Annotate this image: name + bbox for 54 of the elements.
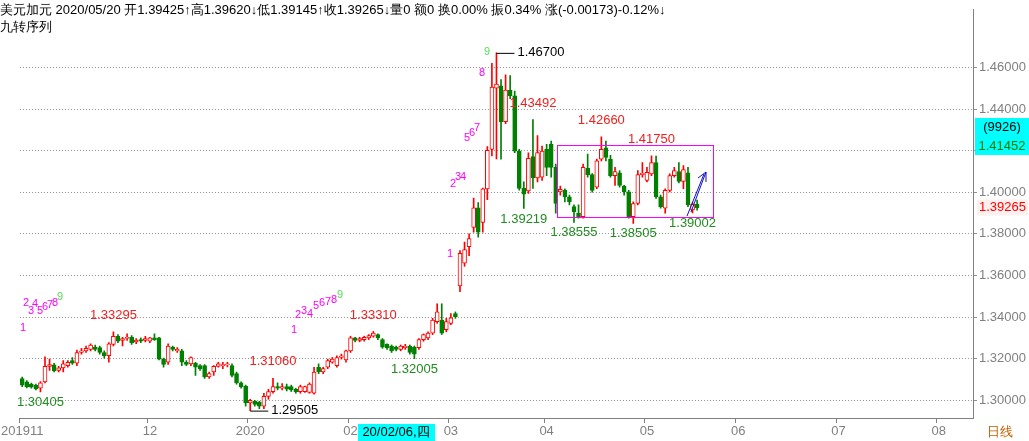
annotation: 2 — [294, 308, 302, 321]
x-tick-label: 02 — [343, 423, 358, 439]
x-tick-label: 04 — [539, 423, 554, 439]
text: 1.39265 — [979, 199, 1026, 215]
y-tick-label: 1.38000 — [979, 225, 1026, 241]
annotation: 1.42660 — [577, 112, 625, 127]
annotation: 9 — [336, 288, 344, 301]
annotation: 1.32005 — [390, 360, 438, 376]
text: 日线 — [987, 423, 1013, 439]
annotation: 3 — [300, 304, 308, 317]
annotation: 1.38555 — [550, 224, 598, 240]
x-tick-label: 06 — [730, 423, 746, 439]
annotation: 1.31060 — [249, 353, 297, 369]
annotation: 1.39002 — [669, 215, 717, 231]
text: (9926) — [983, 118, 1021, 134]
annotation: 1.46700 — [517, 44, 565, 60]
text: 20/02/06,四 — [362, 423, 430, 439]
x-tick-label: 08 — [931, 423, 947, 439]
x-tick-label: 03 — [443, 423, 459, 439]
annotation: 1 — [19, 321, 27, 334]
annotation: 1.33310 — [349, 306, 397, 322]
annotation: 1.29505 — [271, 402, 319, 418]
y-tick-label: 1.40000 — [979, 183, 1026, 199]
annotation: 1.39219 — [500, 210, 548, 226]
annotation: 7 — [324, 295, 332, 308]
annotation: 6 — [318, 296, 326, 309]
annotation: 8 — [330, 293, 338, 306]
annotation: 3 — [27, 304, 35, 317]
y-tick-label: 1.44000 — [979, 100, 1026, 116]
x-tick-label: 07 — [831, 423, 846, 439]
y-tick-label: 1.30000 — [979, 391, 1026, 407]
annotation: 1 — [446, 247, 454, 260]
annotation: 1 — [290, 323, 298, 336]
annotation: 4 — [306, 307, 314, 320]
x-tick-label: 2020 — [235, 423, 265, 439]
annotation: 1.38505 — [609, 225, 657, 241]
y-tick-label: 1.46000 — [979, 59, 1026, 75]
annotation: 8 — [478, 66, 486, 79]
y-tick-label: 1.32000 — [979, 350, 1026, 366]
x-tick-label: 05 — [639, 423, 655, 439]
annotation: 1.30405 — [16, 393, 64, 409]
y-tick-label: 1.36000 — [979, 267, 1026, 283]
annotation: 9 — [483, 45, 491, 58]
chart-title: 美元加元 2020/05/20 开1.39425↑高1.39620↓低1.39145↑收1.39265↓量0 额0 换0.00% 振0.34% 涨(-0.00173)-0.12%↓ — [0, 1, 666, 19]
x-tick-label: 12 — [142, 423, 158, 439]
annotation: 1.33295 — [89, 306, 137, 322]
annotation: 5 — [312, 299, 320, 312]
y-tick-label: 1.34000 — [979, 308, 1026, 324]
text: 九转序列 — [0, 18, 52, 36]
text: 1.41452 — [978, 137, 1026, 153]
annotation: 1.41750 — [628, 130, 676, 146]
annotation: 8 — [51, 296, 59, 309]
annotation: 4 — [459, 170, 467, 183]
x-tick-label: 201911 — [1, 423, 44, 439]
